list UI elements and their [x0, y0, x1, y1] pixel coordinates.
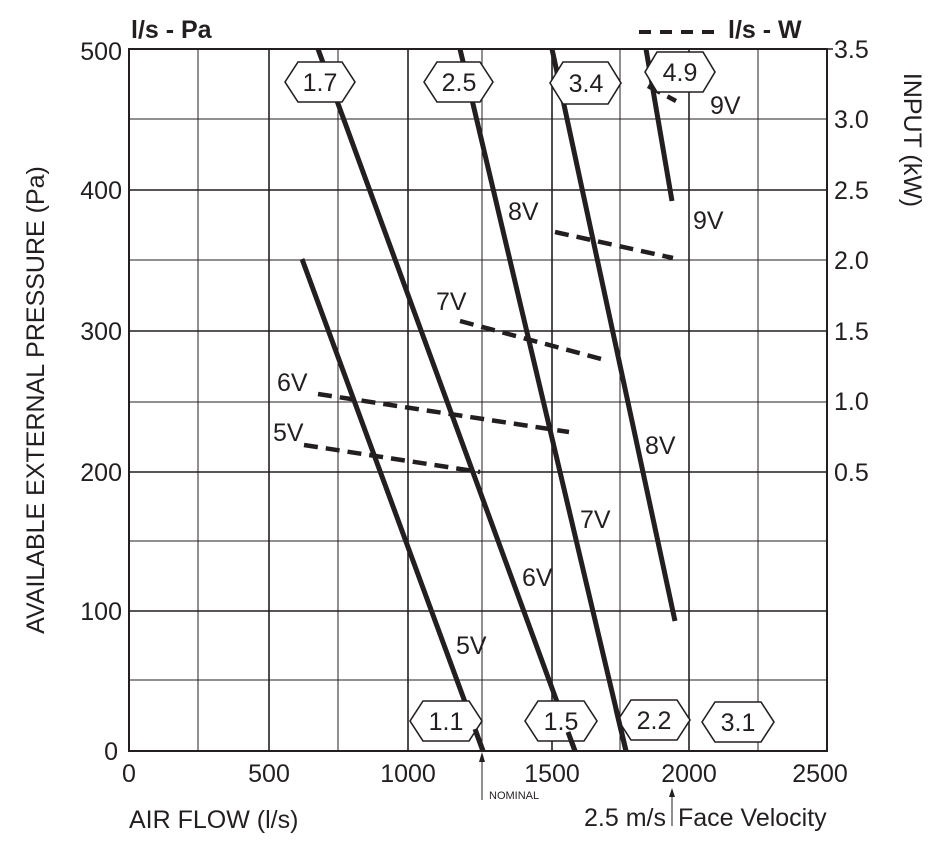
- hex-label-1-1: 1.1: [429, 708, 464, 736]
- power-curve-6v: [317, 391, 570, 435]
- hex-marker-1-7: [284, 61, 356, 103]
- x-tick-labels: 0 500 1000 1500 2000 2500: [122, 760, 848, 788]
- power-label-6v: 6V: [277, 369, 308, 397]
- y2-tick-2-5: 2.5: [834, 177, 869, 205]
- y2-tick-1-5: 1.5: [834, 318, 869, 346]
- power-curve-5v: [303, 442, 481, 475]
- pressure-label-7v: 7V: [580, 506, 611, 534]
- y2-tick-labels: 0.5 1.0 1.5 2.0 2.5 3.0 3.5: [834, 36, 869, 487]
- y-tick-100: 100: [80, 598, 122, 626]
- power-curve-8v: [554, 229, 674, 261]
- y-tick-400: 400: [80, 177, 122, 205]
- power-label-7v: 7V: [436, 288, 467, 316]
- grid: [129, 49, 827, 751]
- face-velocity-value: 2.5 m/s: [584, 804, 666, 832]
- hex-label-4-9: 4.9: [663, 59, 698, 87]
- x-tick-1000: 1000: [380, 760, 436, 788]
- hex-label-3-4: 3.4: [569, 70, 604, 98]
- y2-axis-title: INPUT (kW): [898, 73, 926, 207]
- x-tick-2500: 2500: [792, 760, 848, 788]
- face-velocity-label: Face Velocity: [678, 804, 827, 832]
- y-tick-500: 500: [80, 38, 122, 66]
- power-curve-7v: [459, 318, 606, 363]
- legend-solid-label: l/s - Pa: [131, 16, 213, 44]
- hex-marker-4-9: [644, 51, 716, 93]
- pressure-curve-5v: [299, 258, 486, 752]
- y2-tick-0-5: 0.5: [834, 459, 869, 487]
- y2-tick-3-0: 3.0: [834, 106, 869, 134]
- hex-label-2-5: 2.5: [442, 69, 477, 97]
- pressure-label-6v: 6V: [522, 564, 553, 592]
- hex-label-1-7: 1.7: [303, 69, 338, 97]
- y-tick-labels: 0 100 200 300 400 500: [80, 38, 122, 766]
- pressure-curve-6v: [315, 48, 578, 752]
- nominal-arrow-icon: [479, 752, 485, 800]
- y-axis-title: AVAILABLE EXTERNAL PRESSURE (Pa): [22, 166, 50, 634]
- hex-marker-3-1: [701, 701, 775, 743]
- hex-marker-3-4: [549, 61, 622, 105]
- x-tick-2000: 2000: [661, 760, 717, 788]
- pressure-label-8v: 8V: [645, 432, 676, 460]
- hex-marker-1-5: [524, 700, 598, 742]
- y-tick-200: 200: [80, 459, 122, 487]
- y-tick-300: 300: [80, 318, 122, 346]
- power-curves: [303, 84, 678, 475]
- hex-marker-2-5: [423, 61, 494, 103]
- legend-dashed-label: l/s - W: [728, 16, 802, 44]
- x-axis-title: AIR FLOW (l/s): [129, 806, 298, 834]
- pressure-label-9v: 9V: [693, 207, 724, 235]
- hex-label-2-2: 2.2: [637, 707, 672, 735]
- power-curve-9v: [646, 84, 678, 103]
- x-tick-0: 0: [122, 760, 136, 788]
- curve-labels: 5V 6V 7V 8V 9V 5V 6V 7V 8V 9V: [273, 92, 741, 660]
- pressure-curves: [299, 48, 678, 752]
- hex-marker-2-2: [617, 699, 691, 741]
- hex-labels-top: 1.7 2.5 3.4 4.9: [303, 59, 698, 98]
- pressure-curve-7v: [457, 48, 629, 752]
- hex-label-1-5: 1.5: [544, 708, 579, 736]
- power-label-9v: 9V: [710, 92, 741, 120]
- y2-tick-3-5: 3.5: [834, 36, 869, 64]
- hex-marker-1-1: [409, 700, 483, 742]
- y-tick-0: 0: [104, 738, 118, 766]
- pressure-curve-8v: [549, 48, 678, 622]
- nominal-label: NOMINAL: [489, 790, 539, 802]
- face-velocity-arrow-icon: [669, 788, 675, 826]
- hex-label-3-1: 3.1: [721, 709, 756, 737]
- pressure-label-5v: 5V: [456, 632, 487, 660]
- y2-tick-1-0: 1.0: [834, 388, 869, 416]
- x-tick-1500: 1500: [524, 760, 580, 788]
- hex-markers-top: [284, 51, 716, 105]
- hex-markers-bottom: [409, 699, 775, 743]
- power-label-8v: 8V: [508, 198, 539, 226]
- plot-frame: [128, 48, 828, 752]
- power-label-5v: 5V: [273, 419, 304, 447]
- y2-tick-2-0: 2.0: [834, 247, 869, 275]
- pressure-curve-overlays: [472, 708, 629, 752]
- x-tick-500: 500: [248, 760, 290, 788]
- hex-labels-bottom: 1.1 1.5 2.2 3.1: [429, 707, 756, 737]
